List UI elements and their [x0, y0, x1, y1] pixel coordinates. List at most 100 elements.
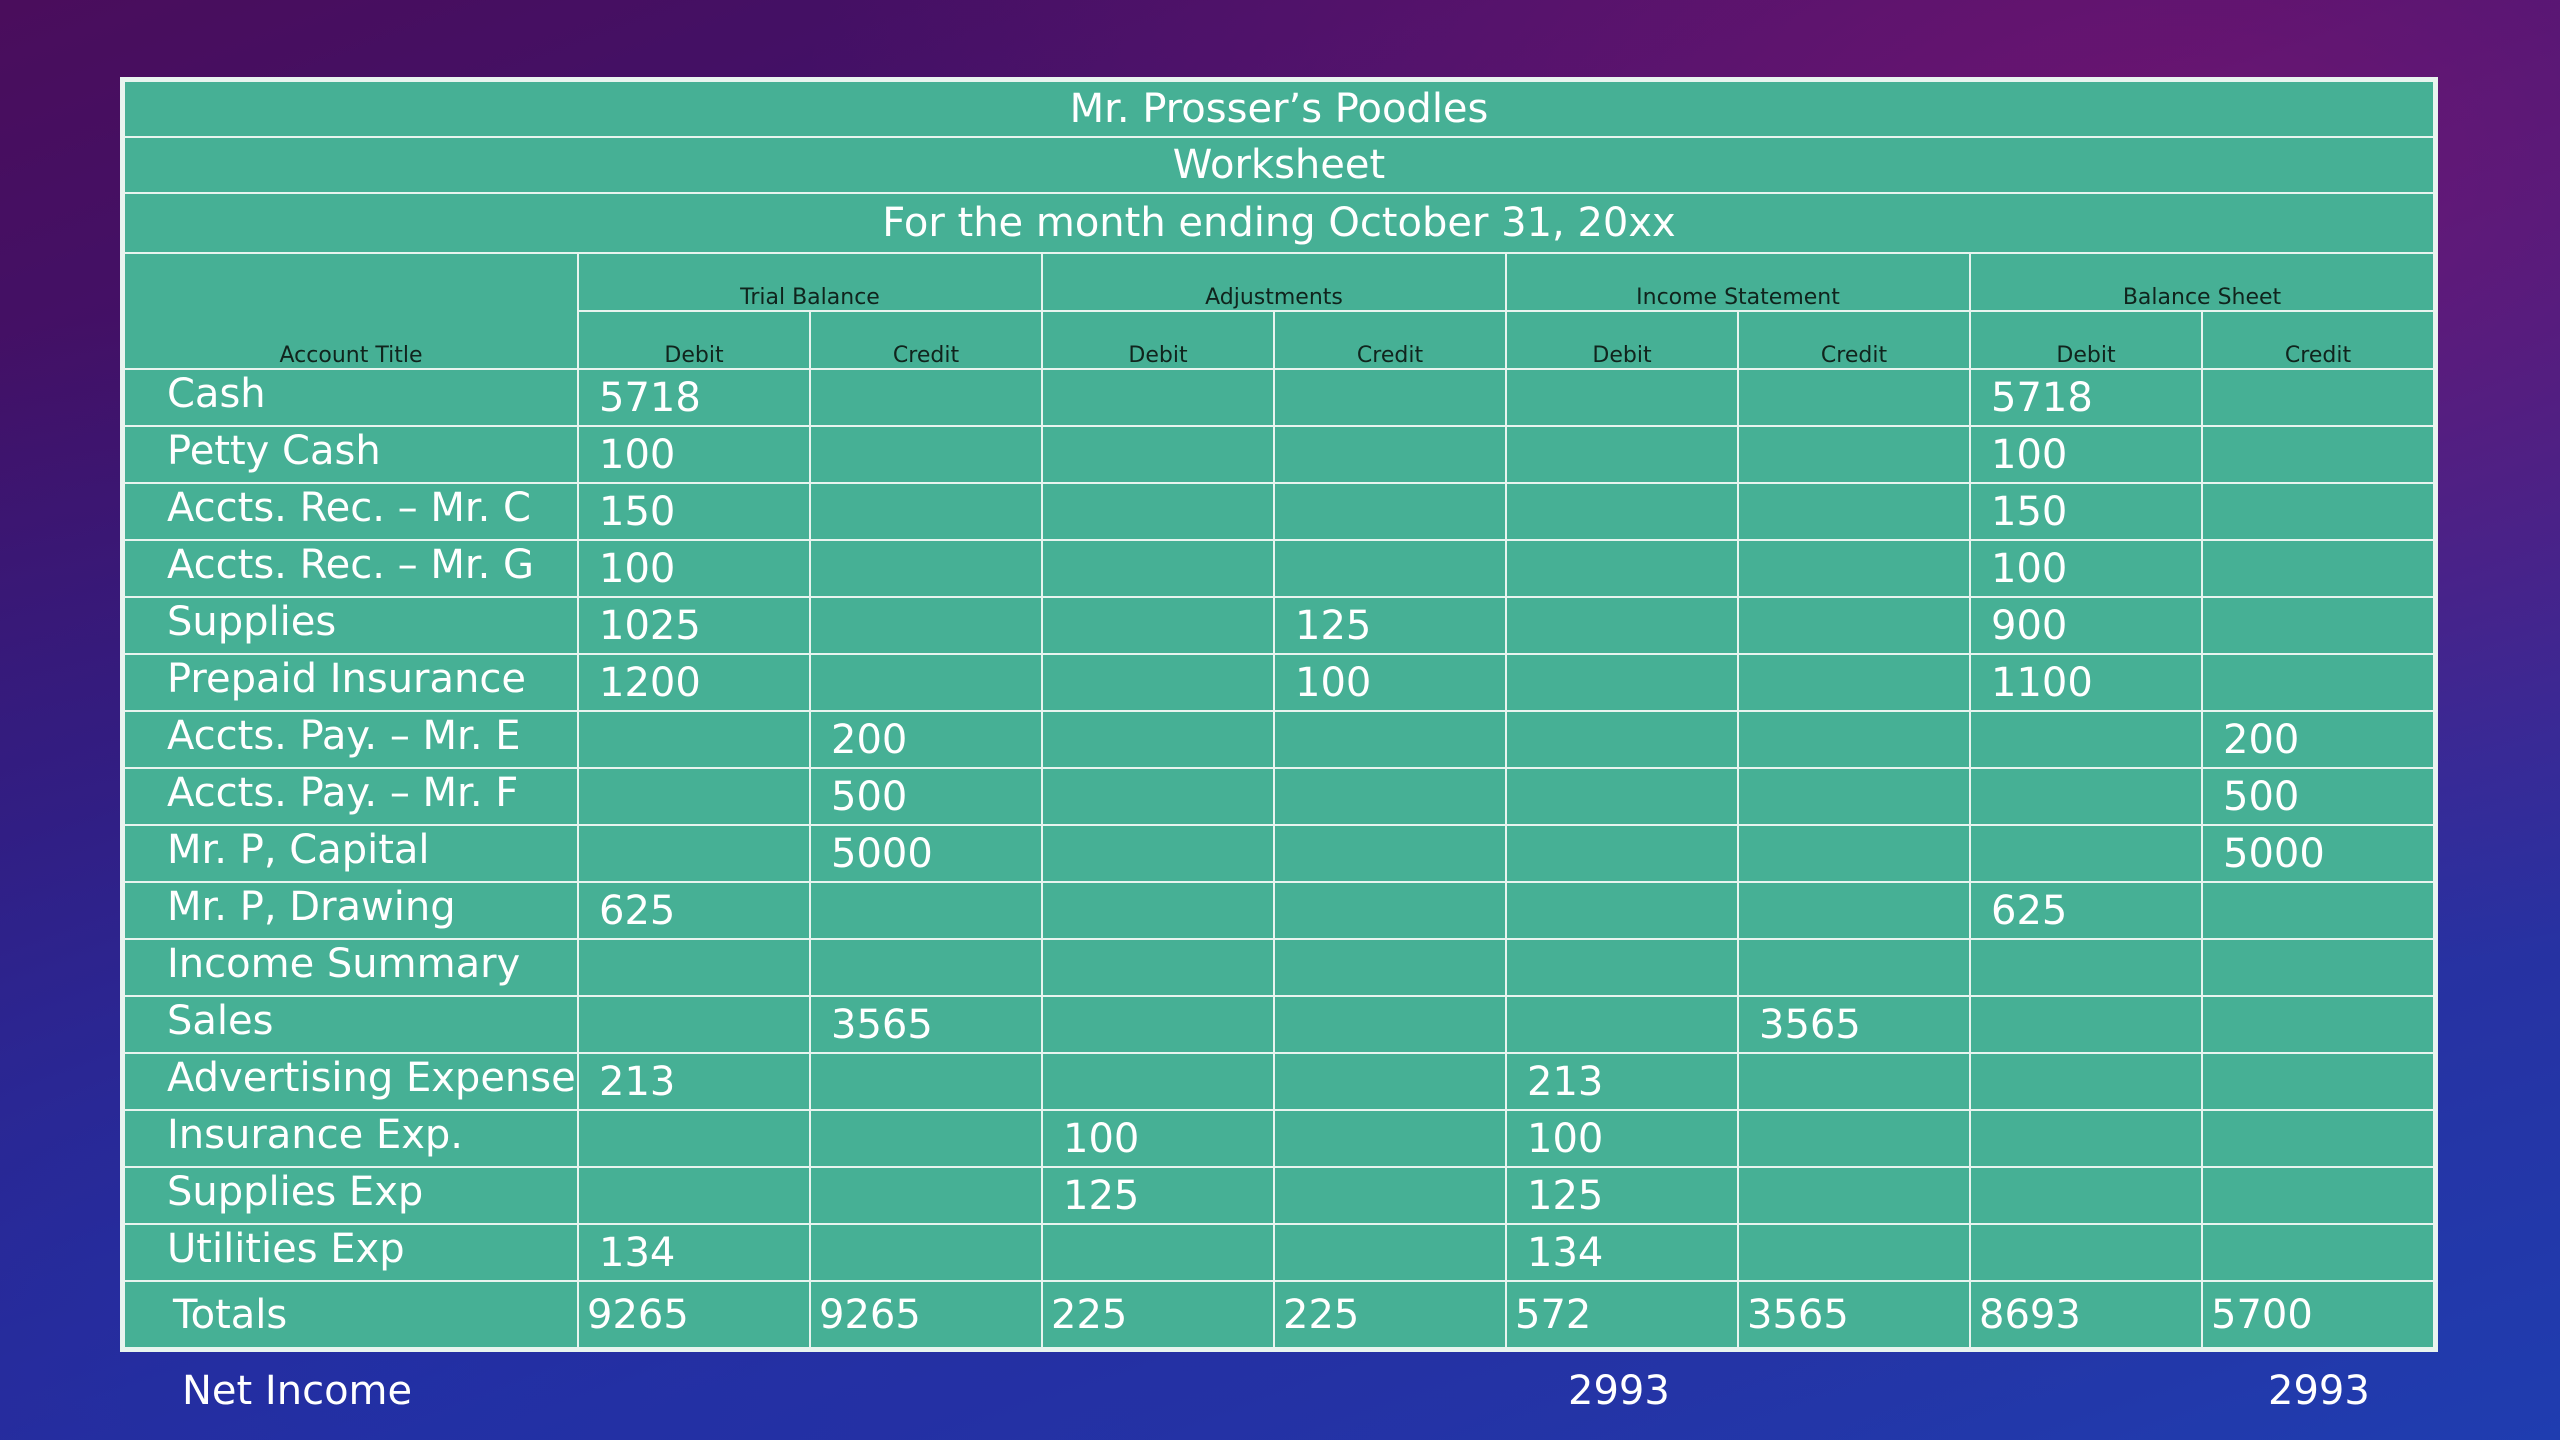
bs-credit-cell: [2201, 425, 2435, 484]
is-debit-cell: [1505, 938, 1739, 997]
adj-credit-cell: [1273, 482, 1507, 541]
is-debit-cell: [1505, 995, 1739, 1054]
is-debit-cell: 134: [1505, 1223, 1739, 1282]
account-row: Petty Cash 100 100: [123, 425, 2435, 484]
tb-debit-cell: 1025: [577, 596, 811, 655]
is-debit-cell: [1505, 767, 1739, 826]
is-debit-cell: [1505, 653, 1739, 712]
adjustments-header: Adjustments: [1041, 252, 1507, 312]
period-row: For the month ending October 31, 20xx: [123, 192, 2435, 254]
account-title: Sales: [123, 995, 579, 1054]
account-title: Accts. Pay. – Mr. E: [123, 710, 579, 769]
bs-credit-cell: [2201, 596, 2435, 655]
worksheet: Mr. Prosser’s Poodles Worksheet For the …: [120, 77, 2438, 1352]
tb-credit-cell: [809, 368, 1043, 427]
account-row: Insurance Exp. 100 100: [123, 1109, 2435, 1168]
bs-credit-cell: 200: [2201, 710, 2435, 769]
bs-credit-cell: [2201, 1052, 2435, 1111]
tb-credit-cell: 500: [809, 767, 1043, 826]
column-header-row: Debit Credit Debit Credit Debit Credit D…: [124, 310, 2435, 370]
total-adj-credit: 225: [1273, 1280, 1507, 1349]
tb-credit-cell: [809, 653, 1043, 712]
totals-label: Totals: [123, 1280, 579, 1349]
adj-debit-cell: [1041, 596, 1275, 655]
account-title: Supplies Exp: [123, 1166, 579, 1225]
adj-credit-cell: [1273, 425, 1507, 484]
tb-debit-header: Debit: [577, 310, 811, 370]
is-credit-cell: [1737, 539, 1971, 598]
total-bs-debit: 8693: [1969, 1280, 2203, 1349]
adj-debit-cell: [1041, 368, 1275, 427]
adj-debit-cell: [1041, 1223, 1275, 1282]
bs-credit-cell: [2201, 881, 2435, 940]
is-credit-cell: [1737, 824, 1971, 883]
tb-credit-cell: [809, 539, 1043, 598]
tb-credit-cell: [809, 881, 1043, 940]
adj-credit-cell: [1273, 1052, 1507, 1111]
bs-debit-cell: 5718: [1969, 368, 2203, 427]
total-tb-debit: 9265: [577, 1280, 811, 1349]
tb-debit-cell: 1200: [577, 653, 811, 712]
tb-credit-cell: [809, 596, 1043, 655]
bs-debit-cell: [1969, 1223, 2203, 1282]
account-row: Advertising Expense 213 213: [123, 1052, 2435, 1111]
tb-debit-cell: [577, 938, 811, 997]
bs-credit-cell: [2201, 539, 2435, 598]
bs-debit-cell: 100: [1969, 539, 2203, 598]
account-row: Mr. P, Drawing 625 625: [123, 881, 2435, 940]
account-row: Accts. Pay. – Mr. F 500 500: [123, 767, 2435, 826]
account-row: Accts. Rec. – Mr. C 150 150: [123, 482, 2435, 541]
total-is-credit: 3565: [1737, 1280, 1971, 1349]
is-debit-cell: [1505, 596, 1739, 655]
trial-balance-header: Trial Balance: [577, 252, 1043, 312]
adj-debit-cell: [1041, 881, 1275, 940]
tb-credit-header: Credit: [809, 310, 1043, 370]
adj-debit-cell: [1041, 710, 1275, 769]
tb-debit-cell: 134: [577, 1223, 811, 1282]
tb-credit-cell: [809, 425, 1043, 484]
account-title: Petty Cash: [123, 425, 579, 484]
bs-credit-cell: [2201, 653, 2435, 712]
title-row: Mr. Prosser’s Poodles: [123, 80, 2435, 138]
adj-debit-cell: [1041, 482, 1275, 541]
is-debit-cell: 213: [1505, 1052, 1739, 1111]
tb-debit-cell: [577, 995, 811, 1054]
tb-credit-cell: [809, 1166, 1043, 1225]
tb-credit-cell: [809, 482, 1043, 541]
net-income-bs-value: 2993: [2268, 1368, 2370, 1414]
adj-credit-cell: 100: [1273, 653, 1507, 712]
bs-debit-cell: 100: [1969, 425, 2203, 484]
bs-credit-cell: 500: [2201, 767, 2435, 826]
total-tb-credit: 9265: [809, 1280, 1043, 1349]
account-title: Mr. P, Capital: [123, 824, 579, 883]
adj-credit-cell: [1273, 539, 1507, 598]
is-credit-cell: [1737, 710, 1971, 769]
is-credit-cell: [1737, 1052, 1971, 1111]
subtitle-row: Worksheet: [123, 136, 2435, 194]
account-row: Income Summary: [123, 938, 2435, 997]
bs-debit-cell: 900: [1969, 596, 2203, 655]
is-debit-cell: [1505, 824, 1739, 883]
account-title: Prepaid Insurance: [123, 653, 579, 712]
adj-debit-cell: 125: [1041, 1166, 1275, 1225]
tb-debit-cell: [577, 1166, 811, 1225]
adj-debit-cell: [1041, 938, 1275, 997]
account-title: Mr. P, Drawing: [123, 881, 579, 940]
tb-debit-cell: 150: [577, 482, 811, 541]
adj-credit-cell: [1273, 1166, 1507, 1225]
bs-debit-cell: [1969, 824, 2203, 883]
bs-debit-cell: [1969, 995, 2203, 1054]
account-title: Accts. Rec. – Mr. C: [123, 482, 579, 541]
is-debit-header: Debit: [1505, 310, 1739, 370]
bs-debit-cell: [1969, 938, 2203, 997]
is-debit-cell: [1505, 710, 1739, 769]
adj-credit-cell: [1273, 1109, 1507, 1168]
is-credit-cell: 3565: [1737, 995, 1971, 1054]
bs-credit-header: Credit: [2201, 310, 2435, 370]
bs-credit-cell: 5000: [2201, 824, 2435, 883]
totals-row: Totals 9265 9265 225 225 572 3565 8693 5…: [123, 1280, 2435, 1349]
company-name: Mr. Prosser’s Poodles: [123, 80, 2435, 138]
is-credit-cell: [1737, 596, 1971, 655]
period-title: For the month ending October 31, 20xx: [123, 192, 2435, 254]
adj-debit-cell: [1041, 995, 1275, 1054]
